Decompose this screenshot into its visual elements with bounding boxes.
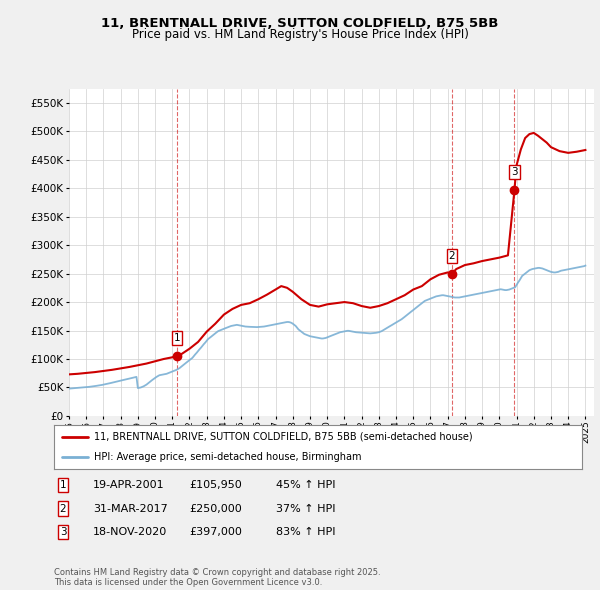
Text: £250,000: £250,000 [189,504,242,513]
Text: 3: 3 [59,527,67,537]
Text: 19-APR-2001: 19-APR-2001 [93,480,164,490]
Text: HPI: Average price, semi-detached house, Birmingham: HPI: Average price, semi-detached house,… [94,452,361,462]
Text: 1: 1 [59,480,67,490]
Text: 37% ↑ HPI: 37% ↑ HPI [276,504,335,513]
Text: 11, BRENTNALL DRIVE, SUTTON COLDFIELD, B75 5BB: 11, BRENTNALL DRIVE, SUTTON COLDFIELD, B… [101,17,499,30]
Text: £105,950: £105,950 [189,480,242,490]
Text: 11, BRENTNALL DRIVE, SUTTON COLDFIELD, B75 5BB (semi-detached house): 11, BRENTNALL DRIVE, SUTTON COLDFIELD, B… [94,432,472,442]
Text: 1: 1 [174,333,181,343]
Text: 31-MAR-2017: 31-MAR-2017 [93,504,168,513]
Text: 18-NOV-2020: 18-NOV-2020 [93,527,167,537]
Text: 45% ↑ HPI: 45% ↑ HPI [276,480,335,490]
Text: Contains HM Land Registry data © Crown copyright and database right 2025.: Contains HM Land Registry data © Crown c… [54,568,380,577]
Text: Price paid vs. HM Land Registry's House Price Index (HPI): Price paid vs. HM Land Registry's House … [131,28,469,41]
Text: This data is licensed under the Open Government Licence v3.0.: This data is licensed under the Open Gov… [54,578,322,588]
Text: 83% ↑ HPI: 83% ↑ HPI [276,527,335,537]
Text: £397,000: £397,000 [189,527,242,537]
Text: 2: 2 [59,504,67,513]
Text: 2: 2 [449,251,455,261]
Text: 3: 3 [511,168,518,178]
